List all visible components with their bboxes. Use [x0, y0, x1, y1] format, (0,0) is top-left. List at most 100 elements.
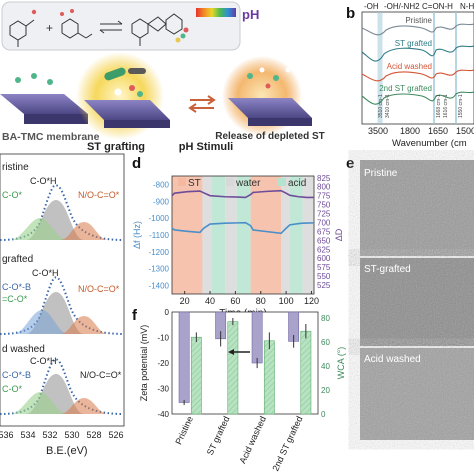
panel-a: + pH: [0, 1, 325, 153]
plus-sign: +: [46, 21, 53, 35]
y-right-tick-label: 60: [321, 338, 330, 347]
ftir-spectrum-acid-washed: [361, 69, 474, 82]
y-left-tick-label: -800: [153, 180, 170, 189]
y-right-axis-label: ΔD: [334, 228, 344, 241]
ftir-top-label: N-H: [460, 2, 474, 11]
axis-pointer-left-head: [228, 349, 234, 355]
xps-section-label: d washed: [2, 344, 45, 355]
xps-section-label: ristine: [2, 162, 29, 173]
xps-tick: 532: [42, 430, 57, 440]
xps-fit-peak-c-o: [10, 392, 68, 414]
y-left-tick-label: -40: [157, 410, 169, 419]
xps-section-acid-washed: d washed C-O*H C-O*-B C-O* N/O-C=O*: [0, 344, 125, 415]
membrane-center: [84, 67, 170, 128]
phase-band-water: [302, 176, 314, 294]
xps-peak-label: C-O*: [2, 190, 22, 200]
phase-band-acid: [289, 176, 303, 294]
x-tick-label: 60: [230, 296, 240, 306]
xps-peak-label: N/O-C=O*: [78, 190, 120, 200]
x-tick-label: 100: [279, 296, 294, 306]
y-right-tick-label: 775: [317, 192, 331, 201]
phase-band-acid: [236, 176, 251, 294]
boronic-acid-molecule: [9, 9, 37, 47]
y-right-tick-label: 825: [317, 174, 331, 183]
xps-fit-peak-c-o: [10, 218, 68, 240]
xps-tick: 528: [86, 430, 101, 440]
panel-label-e: e: [346, 155, 354, 172]
y-left-tick-label: -10: [157, 334, 169, 343]
y-right-tick-label: 525: [317, 281, 331, 290]
y-left-tick-label: -30: [157, 385, 169, 394]
ftir-series-label: 2nd ST grafted: [379, 84, 432, 93]
panel-label-d: d: [132, 155, 141, 172]
xps-section-pristine: ristine C-O*H C-O* N/O-C=O*: [0, 162, 125, 241]
xps-peak-label: N/O-C=O*: [80, 370, 122, 380]
membrane-right: [228, 67, 312, 126]
y-right-tick-label: 725: [317, 210, 331, 219]
sem-caption: Acid washed: [364, 354, 421, 365]
ftir-tick: 1500: [456, 126, 474, 136]
ftir-peak-label: 1550 cm-1: [458, 94, 464, 118]
x-category-label: 2nd ST grafted: [270, 415, 304, 473]
x-tick-label: 40: [205, 296, 215, 306]
y-right-tick-label: 550: [317, 272, 331, 281]
xps-x-ticks: 536 534 532 530 528 526: [0, 430, 124, 440]
xps-frame: [0, 153, 125, 427]
zeta-wca-chart: Pristine ST grafted Acid washed 2nd ST graf…: [139, 308, 346, 473]
xps-peak-label: C-O*: [2, 384, 22, 394]
y-left-tick-label: -1200: [149, 248, 170, 257]
bar-wca-hatch: [300, 331, 311, 414]
membrane-left: [0, 68, 88, 124]
phase-band-acid: [211, 176, 226, 294]
ftir-spectrum-st-grafted: [361, 45, 474, 62]
xps-fit-peak-noco: [60, 398, 108, 414]
plot-frame: [171, 175, 315, 295]
ftir-peak-label: 3410 cm-1: [385, 94, 391, 118]
xps-peak-label: C-O*-B: [2, 282, 31, 292]
legend-label: acid: [288, 178, 306, 189]
y-left-axis-label: Δf (Hz): [132, 221, 142, 249]
ftir-peak-label: 3510 cm-1: [378, 94, 384, 118]
y-right-tick-label: 700: [317, 218, 331, 227]
y-left-tick-label: -1300: [149, 265, 170, 274]
y-right-tick-label: 575: [317, 263, 331, 272]
legend-swatch: [278, 178, 286, 186]
y-right-tick-label: 20: [321, 386, 330, 395]
phase-band-st: [250, 176, 282, 294]
ftir-tick: 1650: [428, 126, 448, 136]
ftir-tick: 1800: [400, 126, 420, 136]
y-left-axis-label: Zeta potential (mV): [139, 325, 149, 402]
sem-image-acid-washed: Acid washed: [360, 348, 474, 440]
y-right-tick-label: 80: [321, 314, 330, 323]
y-right-axis-label: WCA (°): [336, 347, 346, 380]
xps-fit-peak-noco: [60, 222, 108, 240]
panel-b: b -OH -OH/-NH2 C=ON-H N-H Pristine ST gr…: [346, 2, 474, 149]
x-category-label: Pristine: [173, 415, 195, 446]
xps-peak-label: =C-O*: [2, 294, 28, 304]
phase-band-water: [202, 176, 212, 294]
ftir-x-ticks: 3500 1800 1650 1500: [368, 126, 474, 136]
y-left-tick-label: 0: [165, 308, 170, 317]
series-line-delta-f: [171, 221, 315, 235]
xps-fit-peak-noco: [60, 316, 108, 334]
bar-zeta: [178, 311, 190, 403]
bar-wca-hatch: [264, 340, 275, 414]
sem-caption: ST-grafted: [364, 264, 411, 275]
y-left-tick-label: -1000: [149, 214, 170, 223]
phase-band-water: [281, 176, 290, 294]
catechol-molecule: [60, 9, 93, 39]
ph-color-scale: [196, 8, 236, 17]
xps-tick: 536: [0, 430, 14, 440]
ftir-top-labels: -OH -OH/-NH2 C=ON-H N-H: [364, 2, 474, 11]
xps-peak-label: C-O*H: [32, 268, 59, 278]
panel-label-f: f: [132, 307, 138, 324]
sem-image-pristine: Pristine: [360, 160, 474, 256]
ftir-spectrum-2nd-st-grafted: [361, 91, 474, 105]
qcmd-chart: ST water acid 20 40 60 80 100 120 -1400 -1300 -1200…: [132, 174, 344, 319]
panel-e: e Pristine ST-grafted Acid washed: [346, 155, 474, 440]
ftir-spectra: [361, 23, 474, 105]
ph-stimuli-label: pH Stimuli: [179, 141, 233, 153]
xps-peak-label: C-O*H: [30, 176, 57, 186]
legend-swatch: [226, 178, 234, 186]
